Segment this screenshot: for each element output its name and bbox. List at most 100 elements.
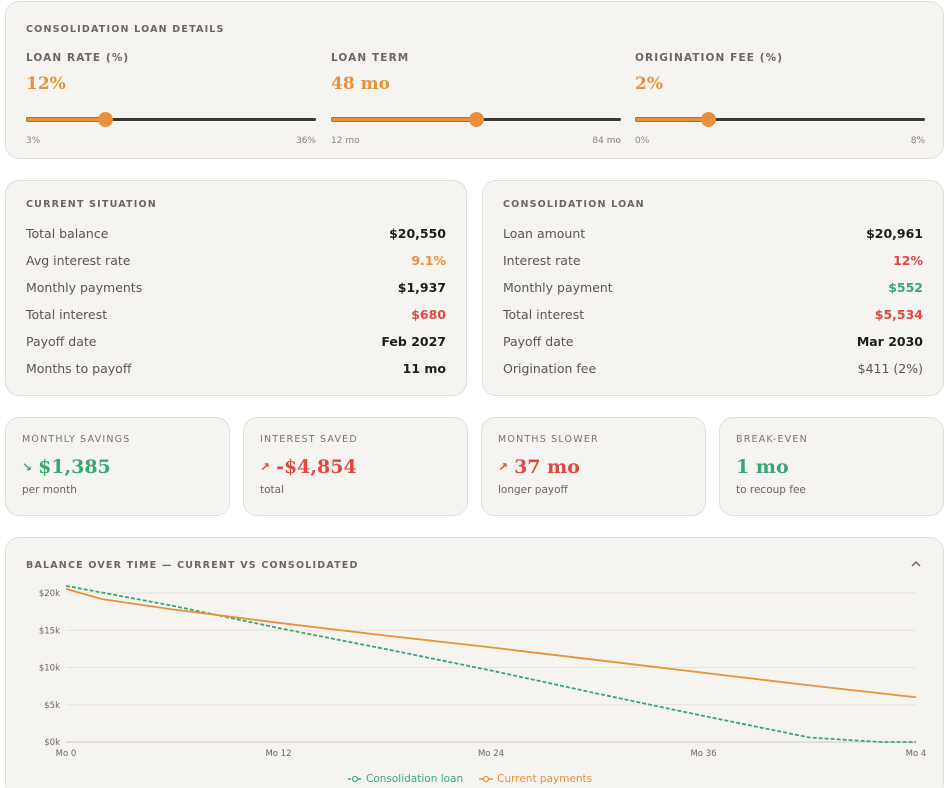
break-even-card: BREAK-EVEN 1 mo to recoup fee: [719, 417, 944, 516]
row-label: Total interest: [503, 307, 585, 322]
payoff-date-row: Payoff date Feb 2027: [26, 328, 446, 355]
x-tick-label: Mo 36: [690, 749, 716, 759]
stat-value: $1,385: [38, 456, 111, 478]
slider-rail: [635, 118, 925, 121]
avg-interest-rate-row: Avg interest rate 9.1%: [26, 247, 446, 274]
months-to-payoff-row: Months to payoff 11 mo: [26, 355, 446, 382]
loan-amount-row: Loan amount $20,961: [503, 220, 923, 247]
legend-item-current[interactable]: Current payments: [479, 773, 592, 785]
chevron-up-icon[interactable]: [909, 556, 923, 570]
y-tick-label: $10k: [39, 664, 60, 674]
row-label: Payoff date: [26, 334, 97, 349]
row-label: Interest rate: [503, 253, 581, 268]
row-label: Total interest: [26, 307, 108, 322]
trend-up-icon: ↗: [260, 460, 271, 474]
x-tick-label: Mo 12: [265, 749, 291, 759]
loan-term-slider-group: LOAN TERM 48 mo 12 mo 84 mo: [331, 52, 621, 146]
stat-label: MONTHS SLOWER: [498, 434, 599, 445]
row-value: 11 mo: [402, 361, 446, 376]
x-tick-label: Mo 24: [478, 749, 504, 759]
legend-label: Consolidation loan: [366, 773, 464, 785]
current-payments-line: [65, 588, 917, 699]
row-value: $1,937: [397, 280, 446, 295]
range-min-label: 3%: [26, 136, 41, 146]
trend-down-icon: ↘: [22, 460, 33, 474]
legend-item-consolidation[interactable]: Consolidation loan: [348, 773, 463, 785]
consolidation-loan-line: [65, 584, 916, 743]
interest-saved-card: INTEREST SAVED ↗ -$4,854 total: [243, 417, 468, 516]
stat-value: -$4,854: [276, 456, 357, 478]
loan-term-value: 48 mo: [331, 74, 390, 94]
slider-fill: [331, 117, 476, 122]
slider-rail: [26, 118, 316, 121]
y-tick-label: $0k: [44, 738, 60, 748]
slider-thumb[interactable]: [98, 112, 114, 127]
range-max-label: 36%: [295, 136, 316, 146]
row-value: 9.1%: [411, 253, 446, 268]
loan-details-title: CONSOLIDATION LOAN DETAILS: [26, 24, 225, 35]
stat-subtitle: to recoup fee: [736, 484, 806, 496]
loan-rate-slider-group: LOAN RATE (%) 12% 3% 36%: [26, 52, 316, 146]
row-value: $411 (2%): [857, 361, 923, 376]
consolidation-loan-card: CONSOLIDATION LOAN Loan amount $20,961 In…: [482, 180, 944, 396]
loan-rate-label: LOAN RATE (%): [26, 52, 130, 64]
loan-term-label: LOAN TERM: [331, 52, 410, 64]
origination-fee-value: 2%: [635, 74, 663, 94]
range-max-label: 8%: [910, 136, 925, 146]
origination-fee-slider-group: ORIGINATION FEE (%) 2% 0% 8%: [635, 52, 925, 146]
current-situation-card: CURRENT SITUATION Total balance $20,550 A…: [5, 180, 467, 396]
range-max-label: 84 mo: [592, 136, 621, 146]
y-tick-label: $15k: [39, 626, 60, 636]
months-slower-card: MONTHS SLOWER ↗ 37 mo longer payoff: [481, 417, 706, 516]
row-label: Avg interest rate: [26, 253, 131, 268]
row-value: Feb 2027: [381, 334, 446, 349]
total-interest-row: Total interest $5,534: [503, 301, 923, 328]
interest-rate-row: Interest rate 12%: [503, 247, 923, 274]
loan-details-card: CONSOLIDATION LOAN DETAILS LOAN RATE (%)…: [5, 1, 944, 159]
stat-value: 1 mo: [736, 456, 789, 478]
chart-legend: Consolidation loan Current payments: [348, 773, 592, 785]
range-min-label: 12 mo: [331, 136, 360, 146]
slider-fill: [26, 117, 106, 122]
stat-label: MONTHLY SAVINGS: [22, 434, 131, 445]
x-tick-label: Mo 4: [906, 749, 927, 759]
stat-label: INTEREST SAVED: [260, 434, 358, 445]
loan-rate-slider[interactable]: [26, 112, 316, 128]
slider-thumb[interactable]: [700, 112, 716, 127]
total-interest-row: Total interest $680: [26, 301, 446, 328]
stat-label: BREAK-EVEN: [736, 434, 808, 445]
row-value: $680: [411, 307, 446, 322]
row-value: $20,961: [866, 226, 923, 241]
slider-fill: [635, 117, 708, 122]
origination-fee-slider[interactable]: [635, 112, 925, 128]
loan-term-slider[interactable]: [331, 112, 621, 128]
stat-subtitle: longer payoff: [498, 484, 568, 496]
slider-thumb[interactable]: [469, 112, 484, 127]
loan-rate-value: 12%: [26, 74, 66, 94]
row-value: $5,534: [874, 307, 923, 322]
payoff-date-row: Payoff date Mar 2030: [503, 328, 923, 355]
row-value: $552: [888, 280, 923, 295]
row-value: 12%: [893, 253, 923, 268]
row-label: Payoff date: [503, 334, 574, 349]
row-label: Monthly payment: [503, 280, 613, 295]
total-balance-row: Total balance $20,550: [26, 220, 446, 247]
row-value: Mar 2030: [856, 334, 923, 349]
row-value: $20,550: [389, 226, 446, 241]
stat-subtitle: total: [260, 484, 285, 496]
range-min-label: 0%: [635, 136, 650, 146]
row-label: Loan amount: [503, 226, 586, 241]
origination-fee-row: Origination fee $411 (2%): [503, 355, 923, 382]
legend-label: Current payments: [497, 773, 593, 785]
y-tick-label: $5k: [44, 701, 60, 711]
x-tick-label: Mo 0: [56, 749, 77, 759]
row-label: Monthly payments: [26, 280, 143, 295]
row-label: Origination fee: [503, 361, 597, 376]
chart-title: BALANCE OVER TIME — CURRENT VS CONSOLIDA…: [26, 560, 359, 571]
origination-fee-label: ORIGINATION FEE (%): [635, 52, 784, 64]
monthly-payments-row: Monthly payments $1,937: [26, 274, 446, 301]
y-tick-label: $20k: [39, 589, 60, 599]
row-label: Months to payoff: [26, 361, 132, 376]
current-situation-title: CURRENT SITUATION: [26, 199, 157, 210]
